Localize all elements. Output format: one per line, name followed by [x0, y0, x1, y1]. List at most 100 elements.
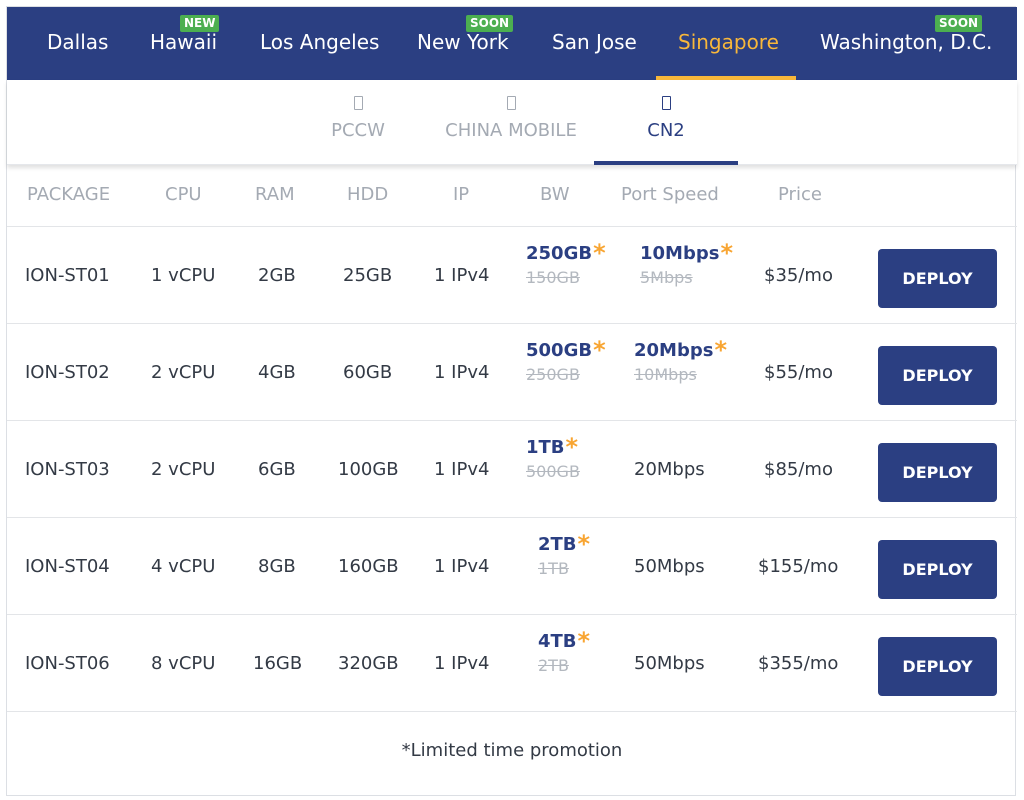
port-original: 10Mbps	[634, 365, 697, 384]
carrier-label: PCCW	[331, 120, 385, 141]
asterisk-icon: *	[720, 239, 734, 267]
table-row: ION-ST04 4 vCPU 8GB 160GB 1 IPv4 2TB* 1T…	[7, 518, 1017, 615]
cpu-cell: 8 vCPU	[151, 653, 216, 674]
header-cpu: CPU	[165, 184, 202, 205]
package-cell: ION-ST04	[25, 556, 110, 577]
header-ram: RAM	[255, 184, 295, 205]
tab-san-jose[interactable]: San Jose	[552, 7, 642, 80]
ip-cell: 1 IPv4	[434, 556, 490, 577]
table-row: ION-ST03 2 vCPU 6GB 100GB 1 IPv4 1TB* 50…	[7, 421, 1017, 518]
ram-cell: 6GB	[258, 459, 296, 480]
bw-original: 2TB	[538, 656, 569, 675]
tab-label: Dallas	[47, 30, 109, 54]
price-cell: $55/mo	[764, 362, 833, 383]
price-cell: $85/mo	[764, 459, 833, 480]
bw-promo: 250GB*	[526, 239, 606, 267]
bw-original: 500GB	[526, 462, 580, 481]
carrier-label: CHINA MOBILE	[445, 120, 577, 141]
header-hdd: HDD	[347, 184, 389, 205]
price-cell: $155/mo	[758, 556, 839, 577]
package-cell: ION-ST06	[25, 653, 110, 674]
deploy-button[interactable]: DEPLOY	[878, 637, 997, 696]
active-tab-indicator	[656, 76, 796, 80]
tab-pccw[interactable]: PCCW	[303, 80, 413, 163]
carrier-tabs: PCCW CHINA MOBILE CN2	[7, 80, 1017, 165]
package-cell: ION-ST01	[25, 265, 110, 286]
bw-promo: 4TB*	[538, 627, 591, 655]
tab-singapore[interactable]: Singapore	[656, 7, 796, 80]
bw-promo: 1TB*	[526, 433, 579, 461]
ip-cell: 1 IPv4	[434, 362, 490, 383]
tab-hawaii[interactable]: Hawaii NEW	[150, 7, 230, 80]
package-cell: ION-ST03	[25, 459, 110, 480]
port-promo: 10Mbps*	[640, 239, 734, 267]
header-port-speed: Port Speed	[621, 184, 719, 205]
deploy-button[interactable]: DEPLOY	[878, 540, 997, 599]
table-row: ION-ST01 1 vCPU 2GB 25GB 1 IPv4 250GB* 1…	[7, 227, 1017, 324]
port-cell: 50Mbps	[634, 653, 705, 674]
promotion-footnote: *Limited time promotion	[401, 740, 623, 761]
pricing-card: Dallas Hawaii NEW Los Angeles New York S…	[6, 6, 1017, 796]
ram-cell: 2GB	[258, 265, 296, 286]
tab-los-angeles[interactable]: Los Angeles	[260, 7, 380, 80]
table-header: PACKAGE CPU RAM HDD IP BW Port Speed Pri…	[7, 167, 1017, 227]
price-cell: $355/mo	[758, 653, 839, 674]
asterisk-icon: *	[577, 530, 591, 558]
header-bw: BW	[540, 184, 570, 205]
tab-label: San Jose	[552, 30, 637, 54]
ram-cell: 16GB	[253, 653, 303, 674]
tab-washington-dc[interactable]: Washington, D.C. SOON	[820, 7, 993, 80]
location-tabs: Dallas Hawaii NEW Los Angeles New York S…	[7, 7, 1017, 80]
hdd-cell: 100GB	[338, 459, 399, 480]
ip-cell: 1 IPv4	[434, 459, 490, 480]
carrier-label: CN2	[647, 120, 685, 141]
hdd-cell: 160GB	[338, 556, 399, 577]
tab-new-york[interactable]: New York SOON	[417, 7, 522, 80]
ram-cell: 4GB	[258, 362, 296, 383]
tab-dallas[interactable]: Dallas	[47, 7, 117, 80]
ip-cell: 1 IPv4	[434, 653, 490, 674]
table-row: ION-ST06 8 vCPU 16GB 320GB 1 IPv4 4TB* 2…	[7, 615, 1017, 712]
carrier-icon	[661, 96, 671, 110]
tab-label: Los Angeles	[260, 30, 380, 54]
bw-promo: 2TB*	[538, 530, 591, 558]
asterisk-icon: *	[593, 336, 606, 364]
hdd-cell: 320GB	[338, 653, 399, 674]
asterisk-icon: *	[577, 627, 591, 655]
port-cell: 50Mbps	[634, 556, 705, 577]
active-carrier-indicator	[594, 161, 738, 165]
ip-cell: 1 IPv4	[434, 265, 490, 286]
header-package: PACKAGE	[27, 184, 111, 205]
port-promo: 20Mbps*	[634, 336, 728, 364]
hdd-cell: 25GB	[343, 265, 393, 286]
package-cell: ION-ST02	[25, 362, 110, 383]
cpu-cell: 1 vCPU	[151, 265, 216, 286]
ram-cell: 8GB	[258, 556, 296, 577]
deploy-button[interactable]: DEPLOY	[878, 249, 997, 308]
tab-label: Hawaii	[150, 30, 218, 54]
bw-promo: 500GB*	[526, 336, 606, 364]
new-badge: NEW	[180, 15, 220, 32]
cpu-cell: 2 vCPU	[151, 362, 216, 383]
port-original: 5Mbps	[640, 268, 693, 287]
header-price: Price	[778, 184, 822, 205]
table-row: ION-ST02 2 vCPU 4GB 60GB 1 IPv4 500GB* 2…	[7, 324, 1017, 421]
bw-original: 150GB	[526, 268, 580, 287]
asterisk-icon: *	[714, 336, 728, 364]
bw-original: 1TB	[538, 559, 569, 578]
deploy-button[interactable]: DEPLOY	[878, 346, 997, 405]
cpu-cell: 2 vCPU	[151, 459, 216, 480]
soon-badge: SOON	[935, 15, 983, 32]
deploy-button[interactable]: DEPLOY	[878, 443, 997, 502]
tab-cn2[interactable]: CN2	[594, 80, 738, 165]
asterisk-icon: *	[593, 239, 606, 267]
carrier-icon	[353, 96, 363, 110]
tab-china-mobile[interactable]: CHINA MOBILE	[433, 80, 589, 163]
carrier-icon	[506, 96, 516, 110]
hdd-cell: 60GB	[343, 362, 393, 383]
tab-label: New York	[417, 30, 509, 54]
price-cell: $35/mo	[764, 265, 833, 286]
bw-original: 250GB	[526, 365, 580, 384]
cpu-cell: 4 vCPU	[151, 556, 216, 577]
tab-label: Washington, D.C.	[820, 30, 993, 54]
